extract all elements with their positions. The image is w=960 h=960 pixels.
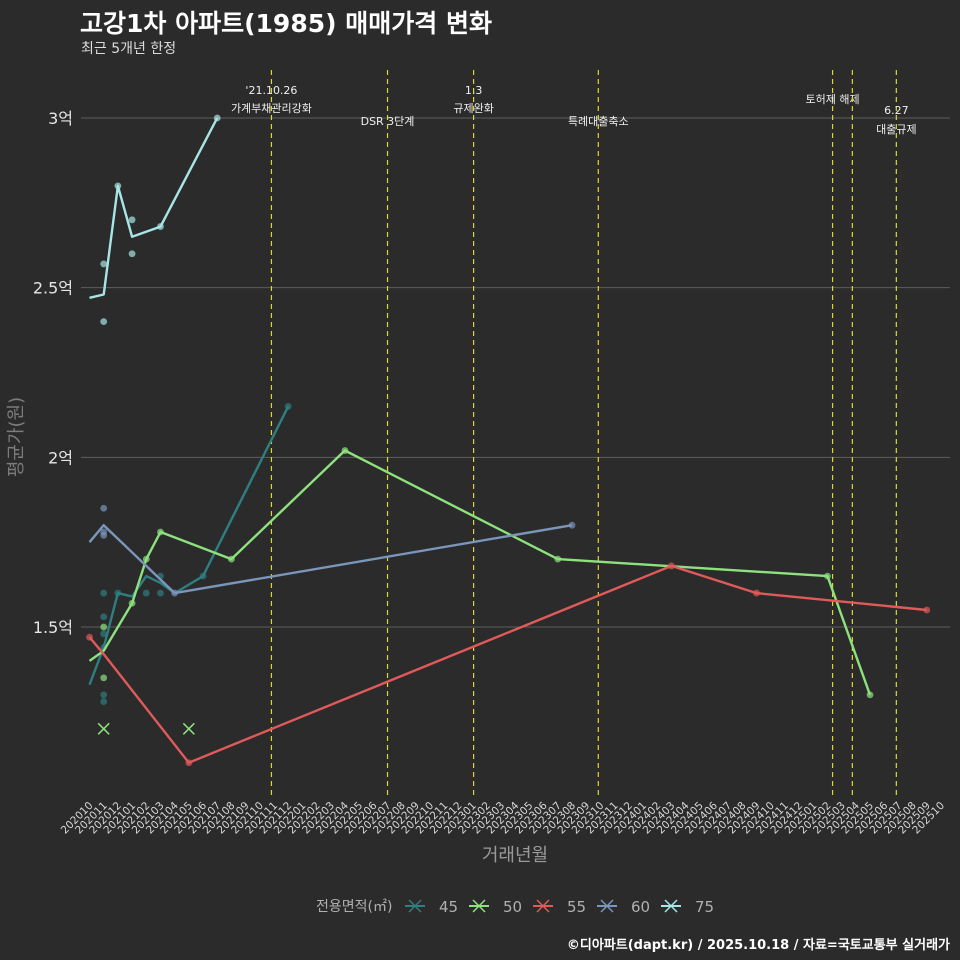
legend: 전용면적(㎡) 45 50 55 60 75 <box>316 898 714 916</box>
event-label: 특례대출축소 <box>568 115 629 128</box>
y-tick-label: 3억 <box>48 109 73 128</box>
data-point-50 <box>157 528 164 536</box>
data-point-75 <box>100 260 108 268</box>
event-label: 대출규제 <box>876 123 916 136</box>
legend-label: 75 <box>695 898 714 916</box>
series-line-45 <box>88 405 290 686</box>
event-label: '21.10.26 <box>245 84 297 97</box>
x-axis: 2020102020112020122021012021022021032021… <box>59 799 947 836</box>
y-axis: 1.5억 2억 2.5억 3억 <box>33 109 73 637</box>
data-point-75 <box>100 318 108 325</box>
legend-item-75: 75 <box>661 898 714 916</box>
y-tick-label: 2억 <box>48 448 73 467</box>
y-axis-label: 평균가(원) <box>6 397 27 477</box>
legend-swatch-cross <box>472 899 486 913</box>
legend-swatch-cross <box>600 899 614 913</box>
data-point-75 <box>128 216 136 224</box>
data-point-75 <box>128 250 136 258</box>
data-point-75 <box>213 114 221 122</box>
data-point-75 <box>157 223 164 230</box>
y-tick-label: 2.5억 <box>33 279 73 298</box>
legend-item-45: 45 <box>405 898 458 916</box>
data-point-50 <box>554 555 562 563</box>
data-point-60 <box>100 504 108 512</box>
event-label: 6.27 <box>884 104 909 117</box>
data-point-45 <box>199 572 207 580</box>
data-point-55 <box>923 606 931 614</box>
legend-label: 60 <box>631 898 650 916</box>
legend-label: 45 <box>439 898 458 916</box>
event-label: DSR 3단계 <box>361 115 415 128</box>
legend-item-60: 60 <box>597 898 650 916</box>
data-point-45 <box>100 630 108 638</box>
chart-title: 고강1차 아파트(1985) 매매가격 변화 <box>80 9 492 38</box>
data-point-60 <box>100 531 108 539</box>
event-label: 가계부채관리강화 <box>231 102 312 115</box>
legend-label: 50 <box>503 898 522 916</box>
legend-title: 전용면적(㎡) <box>316 899 392 915</box>
data-point-45 <box>100 691 108 699</box>
cancelled-deal-marker-50 <box>182 722 195 735</box>
data-point-45 <box>284 403 292 410</box>
data-point-45 <box>100 698 108 706</box>
data-point-55 <box>667 562 675 570</box>
series-line-60 <box>88 524 573 595</box>
legend-swatch-cross <box>664 899 678 913</box>
data-point-50 <box>128 599 136 607</box>
event-label: 토허제 해제 <box>806 92 860 106</box>
series-group <box>86 114 931 767</box>
data-point-50 <box>100 674 108 682</box>
gridlines <box>81 117 950 628</box>
legend-swatch-cross <box>536 899 550 913</box>
series-line-55 <box>88 564 927 764</box>
data-point-50 <box>866 691 874 699</box>
cancelled-deal-marker-50 <box>97 722 110 735</box>
data-point-45 <box>100 589 108 597</box>
series-line-75 <box>89 117 219 299</box>
data-point-75 <box>114 182 122 190</box>
data-point-45 <box>114 589 122 597</box>
y-tick-label: 1.5억 <box>33 618 73 637</box>
legend-label: 55 <box>567 898 586 916</box>
event-label: 규제완화 <box>453 102 493 115</box>
cancel-stroke <box>97 722 110 735</box>
legend-item-50: 50 <box>469 898 522 916</box>
data-point-55 <box>86 633 93 641</box>
data-point-50 <box>341 447 349 454</box>
data-point-50 <box>824 572 831 580</box>
data-point-55 <box>185 759 193 767</box>
event-label: 1.3 <box>465 84 483 97</box>
data-point-60 <box>568 521 576 529</box>
data-point-45 <box>142 589 150 597</box>
data-point-45 <box>157 589 164 597</box>
source-caption: ©디아파트(dapt.kr) / 2025.10.18 / 자료=국토교통부 실… <box>566 938 950 953</box>
data-point-45 <box>100 613 108 621</box>
data-point-55 <box>753 589 760 597</box>
data-point-50 <box>142 555 150 563</box>
data-point-50 <box>228 555 235 563</box>
legend-swatch-cross <box>408 899 422 913</box>
chart-subtitle: 최근 5개년 한정 <box>81 41 177 57</box>
cancel-stroke <box>182 722 195 735</box>
data-point-50 <box>100 623 108 631</box>
x-axis-label: 거래년월 <box>482 845 548 866</box>
legend-item-55: 55 <box>533 898 586 916</box>
data-point-60 <box>171 589 179 597</box>
series-line-50 <box>88 449 872 696</box>
